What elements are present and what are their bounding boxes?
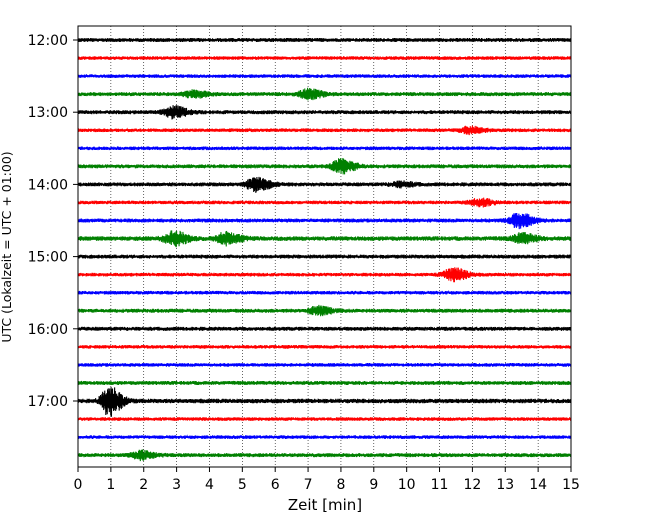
x-tick-label-3: 3 bbox=[172, 477, 181, 493]
x-tick-label-14: 14 bbox=[529, 477, 547, 493]
x-axis-label: Zeit [min] bbox=[288, 496, 362, 514]
trace-1230 bbox=[77, 74, 572, 78]
x-tick-label-12: 12 bbox=[463, 477, 481, 493]
trace-1445 bbox=[77, 230, 572, 248]
trace-1515 bbox=[77, 267, 572, 283]
trace-1345 bbox=[77, 157, 572, 175]
trace-1530 bbox=[77, 289, 572, 295]
y-axis-label: UTC (Lokalzeit = UTC + 01:00) bbox=[0, 151, 14, 342]
trace-1245 bbox=[77, 87, 572, 101]
trace-1500 bbox=[77, 254, 572, 259]
trace-1330 bbox=[77, 146, 572, 151]
x-tick-label-6: 6 bbox=[271, 477, 280, 493]
trace-1600 bbox=[77, 326, 572, 331]
x-tick-label-1: 1 bbox=[106, 477, 115, 493]
y-tick-label-1500: 15:00 bbox=[28, 250, 68, 266]
trace-1430 bbox=[77, 213, 572, 230]
y-axis: 12:00 13:00 14:00 15:00 16:00 17:00 bbox=[28, 33, 78, 410]
x-tick-label-13: 13 bbox=[496, 477, 514, 493]
trace-1400 bbox=[77, 176, 572, 193]
x-tick-label-11: 11 bbox=[431, 477, 449, 493]
x-tick-label-7: 7 bbox=[304, 477, 313, 493]
trace-1745 bbox=[77, 449, 572, 462]
trace-1645 bbox=[77, 380, 572, 385]
trace-1545 bbox=[77, 304, 572, 317]
trace-1615 bbox=[77, 344, 572, 349]
x-tick-label-9: 9 bbox=[369, 477, 378, 493]
trace-1715 bbox=[77, 417, 572, 421]
y-tick-label-1700: 17:00 bbox=[28, 394, 68, 410]
y-tick-label-1300: 13:00 bbox=[28, 105, 68, 121]
x-axis: 0 1 2 3 4 5 6 7 8 9 10 11 12 13 14 15 bbox=[74, 467, 580, 493]
trace-1700 bbox=[77, 387, 572, 417]
trace-1200 bbox=[77, 37, 572, 43]
trace-1630 bbox=[77, 362, 572, 367]
trace-group bbox=[77, 37, 572, 462]
plot-frame bbox=[77, 25, 572, 468]
trace-1730 bbox=[77, 434, 572, 439]
y-tick-label-1200: 12:00 bbox=[28, 33, 68, 49]
x-tick-label-5: 5 bbox=[238, 477, 247, 493]
x-tick-label-0: 0 bbox=[74, 477, 83, 493]
x-tick-label-2: 2 bbox=[139, 477, 148, 493]
y-tick-label-1400: 14:00 bbox=[28, 177, 68, 193]
x-tick-label-15: 15 bbox=[562, 477, 580, 493]
x-tick-label-8: 8 bbox=[336, 477, 345, 493]
trace-1315 bbox=[77, 125, 572, 136]
trace-1215 bbox=[77, 56, 572, 60]
trace-1415 bbox=[77, 197, 572, 208]
y-tick-label-1600: 16:00 bbox=[28, 322, 68, 338]
trace-1300 bbox=[77, 105, 572, 120]
x-tick-label-4: 4 bbox=[205, 477, 214, 493]
x-tick-label-10: 10 bbox=[398, 477, 416, 493]
